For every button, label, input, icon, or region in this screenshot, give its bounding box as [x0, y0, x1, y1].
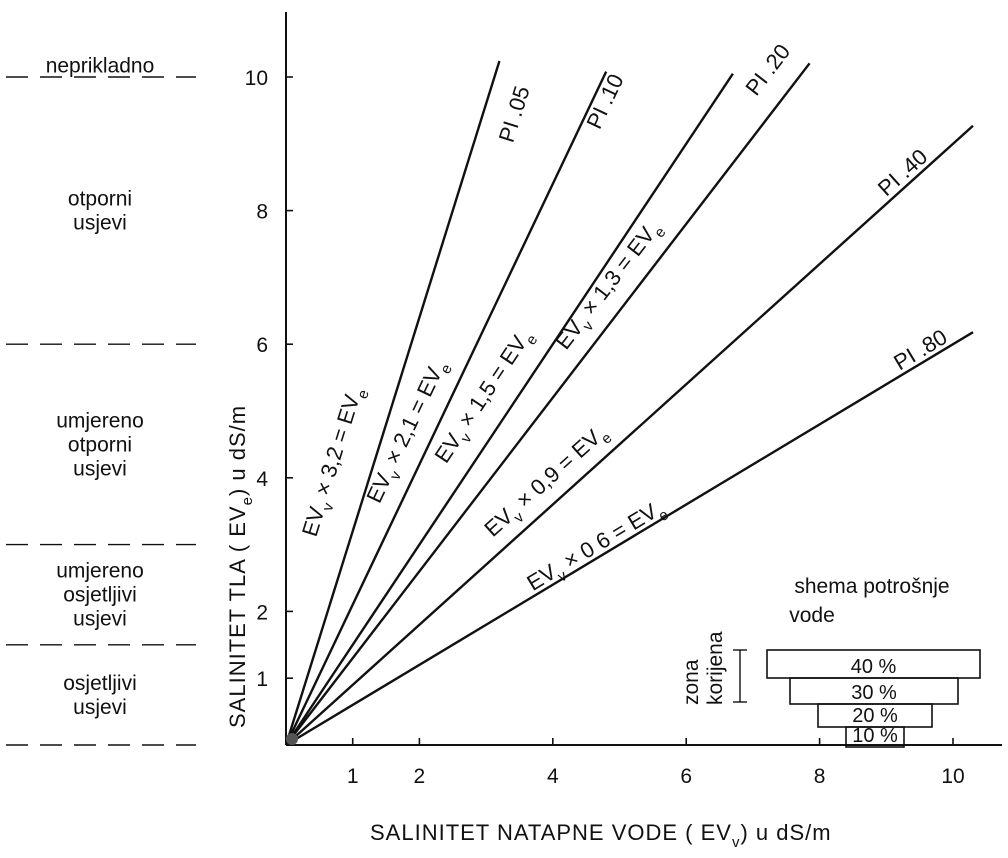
water-use-scheme: shema potrošnje vode 40 % 30 %20 %10 % zona k… [680, 575, 981, 748]
equation-label: EVv × 0,9 = EVe [479, 419, 615, 546]
y-tick-label: 1 [256, 668, 268, 691]
zone-label-line: osjetljivi [63, 672, 137, 695]
y-tick-label: 6 [256, 334, 268, 357]
zone-label-line: osjetljivi [63, 584, 137, 607]
zone-label-line: usjevi [73, 696, 127, 719]
root-zone-layer [845, 726, 905, 748]
y-tick-label: 4 [256, 468, 268, 491]
y-axis-title: SALINITET TLA ( EVe) u dS/m [225, 405, 256, 728]
layer-percent: 40 % [851, 656, 897, 678]
x-tick-label: 2 [414, 765, 426, 788]
layer-percent: 10 % [852, 725, 898, 747]
x-tick-label: 8 [814, 765, 826, 788]
y-tick-label: 2 [256, 601, 268, 624]
pi-line [285, 62, 811, 746]
zone-label-line: umjereno [56, 409, 144, 432]
tolerance-zone-labels: neprikladnootporniusjeviumjerenootporniu… [46, 55, 155, 719]
zone-label-line: umjereno [56, 560, 144, 583]
x-tick-label: 1 [347, 765, 359, 788]
pi-label: PI .40 [873, 144, 932, 201]
y-tick-label: 8 [256, 201, 268, 224]
equation-label: EVv × 3,2 = EVe [297, 384, 373, 541]
pi-label: PI .05 [494, 83, 535, 145]
layer-percent: 20 % [852, 705, 898, 727]
axes [285, 12, 1002, 746]
pi-line [284, 71, 608, 746]
x-tick-label: 10 [941, 765, 964, 788]
origin-mark [286, 733, 298, 745]
y-tick-label: 10 [245, 67, 268, 90]
x-axis-title: SALINITET NATAPNE VODE ( EVv) u dS/m [370, 820, 832, 851]
pi-line [284, 60, 501, 746]
zone-label-line: otporni [68, 188, 132, 211]
equation-label: EVv × 1,5 = EVe [429, 324, 541, 470]
zone-label-line: usjevi [73, 212, 127, 235]
layer-percent: 30 % [851, 682, 897, 704]
x-tick-label: 6 [680, 765, 692, 788]
pi-line [285, 124, 974, 746]
pi-line [285, 72, 734, 746]
zone-label-line: otporni [68, 433, 132, 456]
root-zone-label-2: korijena [704, 631, 727, 705]
legend-title-2: vode [789, 604, 835, 627]
pi-line [285, 331, 974, 747]
zone-label-line: usjevi [73, 457, 127, 480]
legend-title: shema potrošnje [794, 575, 949, 598]
zone-label-line: usjevi [73, 608, 127, 631]
pi-label: PI .10 [581, 70, 628, 133]
pi-label: PI .80 [889, 324, 951, 375]
x-tick-label: 4 [547, 765, 559, 788]
root-zone-label: zona [680, 659, 703, 705]
zone-label-line: neprikladno [46, 55, 155, 78]
equation-label: EVv × 1,3 = EVe [550, 216, 669, 358]
